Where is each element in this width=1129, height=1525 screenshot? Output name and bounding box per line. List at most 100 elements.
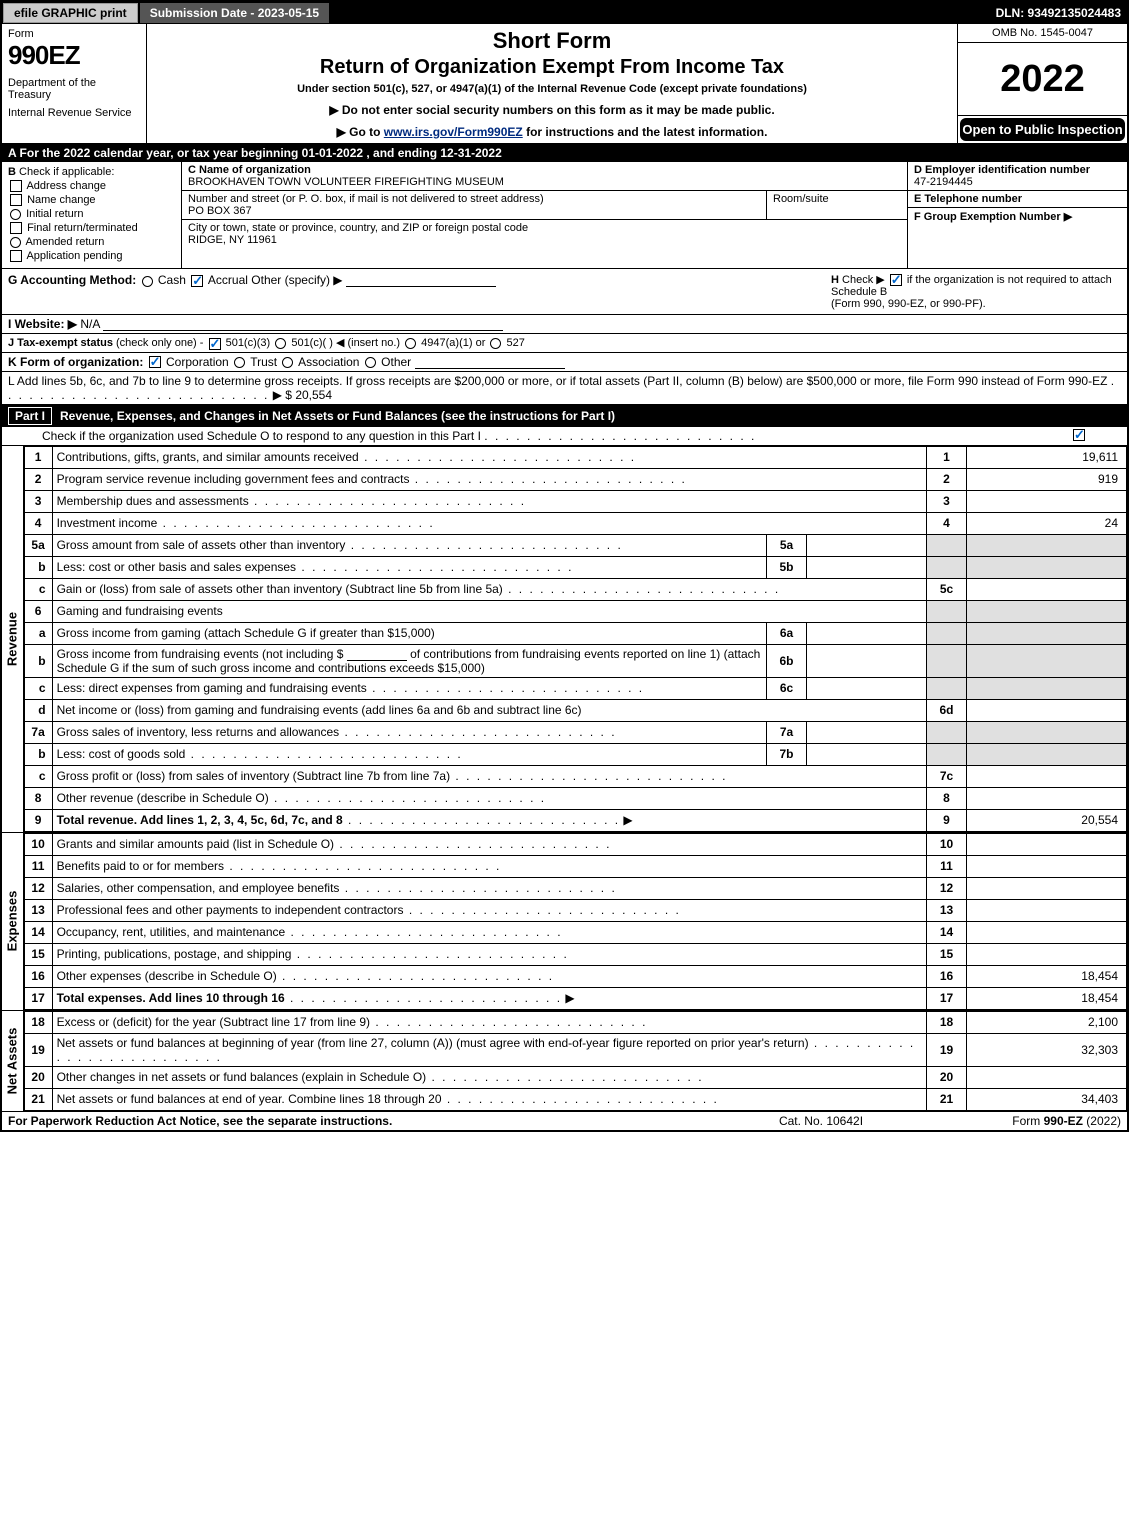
l17-col: 17 xyxy=(927,987,967,1009)
header-mid: Short Form Return of Organization Exempt… xyxy=(147,24,957,143)
schedo-text: Check if the organization used Schedule … xyxy=(42,429,481,443)
irs-label: Internal Revenue Service xyxy=(8,107,140,119)
chk-sched-o[interactable] xyxy=(1073,429,1085,441)
h-label: H xyxy=(831,274,839,286)
part-i-sched-o: Check if the organization used Schedule … xyxy=(2,427,1127,446)
l21-num: 21 xyxy=(24,1088,52,1110)
l14-amt xyxy=(967,921,1127,943)
l18-col: 18 xyxy=(927,1011,967,1033)
chk-name-change[interactable]: Name change xyxy=(8,194,175,206)
l12-desc: Salaries, other compensation, and employ… xyxy=(57,881,340,895)
l15-desc: Printing, publications, postage, and shi… xyxy=(57,947,292,961)
footer: For Paperwork Reduction Act Notice, see … xyxy=(2,1111,1127,1130)
irs-link[interactable]: www.irs.gov/Form990EZ xyxy=(384,125,523,139)
l5a-sh1 xyxy=(927,534,967,556)
line-3: 3Membership dues and assessments3 xyxy=(24,490,1126,512)
expenses-section: Expenses 10Grants and similar amounts pa… xyxy=(2,833,1127,1011)
g-accrual: Accrual xyxy=(208,273,248,287)
l6a-num: a xyxy=(24,622,52,644)
line-11: 11Benefits paid to or for members11 xyxy=(24,855,1126,877)
j-501c3: 501(c)(3) xyxy=(226,337,271,349)
l4-col: 4 xyxy=(927,512,967,534)
revenue-vlabel: Revenue xyxy=(2,446,24,832)
l5c-amt xyxy=(967,578,1127,600)
g-other-field[interactable] xyxy=(346,273,496,287)
l14-num: 14 xyxy=(24,921,52,943)
l15-col: 15 xyxy=(927,943,967,965)
header-left: Form 990EZ Department of the Treasury In… xyxy=(2,24,147,143)
l19-col: 19 xyxy=(927,1033,967,1066)
netassets-section: Net Assets 18Excess or (deficit) for the… xyxy=(2,1011,1127,1111)
l6b-sh1 xyxy=(927,644,967,677)
radio-501c[interactable] xyxy=(275,338,286,349)
website-field[interactable] xyxy=(103,317,503,331)
line-8: 8Other revenue (describe in Schedule O)8 xyxy=(24,787,1126,809)
chk-app-pending[interactable]: Application pending xyxy=(8,250,175,262)
line-12: 12Salaries, other compensation, and empl… xyxy=(24,877,1126,899)
chk-final-return[interactable]: Final return/terminated xyxy=(8,222,175,234)
section-ghi: G Accounting Method: Cash Accrual Other … xyxy=(2,269,1127,314)
l7c-amt xyxy=(967,765,1127,787)
section-b-to-f: B Check if applicable: Address change Na… xyxy=(2,162,1127,269)
l10-col: 10 xyxy=(927,833,967,855)
city-row: City or town, state or province, country… xyxy=(182,220,907,268)
l1-desc: Contributions, gifts, grants, and simila… xyxy=(57,450,359,464)
chk-amended[interactable]: Amended return xyxy=(8,236,175,248)
efile-print-button[interactable]: efile GRAPHIC print xyxy=(3,3,138,23)
l5c-desc: Gain or (loss) from sale of assets other… xyxy=(57,582,503,596)
l6d-amt xyxy=(967,699,1127,721)
l6c-sh1 xyxy=(927,677,967,699)
l1-num: 1 xyxy=(24,446,52,468)
l7b-sh1 xyxy=(927,743,967,765)
l5b-sh2 xyxy=(967,556,1127,578)
department: Department of the Treasury xyxy=(8,77,140,101)
l7c-desc: Gross profit or (loss) from sales of inv… xyxy=(57,769,450,783)
part-i-tag: Part I xyxy=(8,407,52,425)
l6-num: 6 xyxy=(24,600,52,622)
chk-schedule-b[interactable] xyxy=(890,274,902,286)
l8-desc: Other revenue (describe in Schedule O) xyxy=(57,791,269,805)
chk-address-change[interactable]: Address change xyxy=(8,180,175,192)
l17-amt: 18,454 xyxy=(967,987,1127,1009)
line-19: 19Net assets or fund balances at beginni… xyxy=(24,1033,1126,1066)
line-9: 9Total revenue. Add lines 1, 2, 3, 4, 5c… xyxy=(24,809,1126,831)
l6-sh2 xyxy=(967,600,1127,622)
h-schedule-b: H Check ▶ if the organization is not req… xyxy=(821,273,1121,310)
radio-cash[interactable] xyxy=(142,276,153,287)
org-name: BROOKHAVEN TOWN VOLUNTEER FIREFIGHTING M… xyxy=(188,176,504,188)
b-label: B xyxy=(8,166,16,178)
l6b-field[interactable] xyxy=(347,647,407,661)
footer-form-pre: Form xyxy=(1012,1114,1043,1128)
footer-form: 990-EZ xyxy=(1044,1114,1083,1128)
l2-num: 2 xyxy=(24,468,52,490)
l16-desc: Other expenses (describe in Schedule O) xyxy=(57,969,277,983)
l19-num: 19 xyxy=(24,1033,52,1066)
chk-initial-return[interactable]: Initial return xyxy=(8,208,175,220)
line-6c: cLess: direct expenses from gaming and f… xyxy=(24,677,1126,699)
l5a-sh2 xyxy=(967,534,1127,556)
l4-desc: Investment income xyxy=(57,516,158,530)
radio-other[interactable] xyxy=(365,357,376,368)
opt-final: Final return/terminated xyxy=(27,222,138,234)
room-label: Room/suite xyxy=(767,191,907,219)
line-5b: bLess: cost or other basis and sales exp… xyxy=(24,556,1126,578)
chk-501c3[interactable] xyxy=(209,338,221,350)
h-text1: Check ▶ xyxy=(842,274,885,286)
l20-desc: Other changes in net assets or fund bala… xyxy=(57,1070,427,1084)
radio-527[interactable] xyxy=(490,338,501,349)
radio-trust[interactable] xyxy=(234,357,245,368)
footer-yr: (2022) xyxy=(1083,1114,1121,1128)
l9-arrow: ▶ xyxy=(623,813,632,827)
chk-corporation[interactable] xyxy=(149,356,161,368)
l7b-mc: 7b xyxy=(767,743,807,765)
l7b-mv xyxy=(807,743,927,765)
expenses-vlabel: Expenses xyxy=(2,833,24,1010)
k-other-field[interactable] xyxy=(415,355,565,369)
i-value: N/A xyxy=(80,317,99,331)
l7c-num: c xyxy=(24,765,52,787)
j-527: 527 xyxy=(507,337,525,349)
radio-4947[interactable] xyxy=(405,338,416,349)
l6a-desc: Gross income from gaming (attach Schedul… xyxy=(57,626,435,640)
chk-accrual[interactable] xyxy=(191,275,203,287)
radio-assoc[interactable] xyxy=(282,357,293,368)
